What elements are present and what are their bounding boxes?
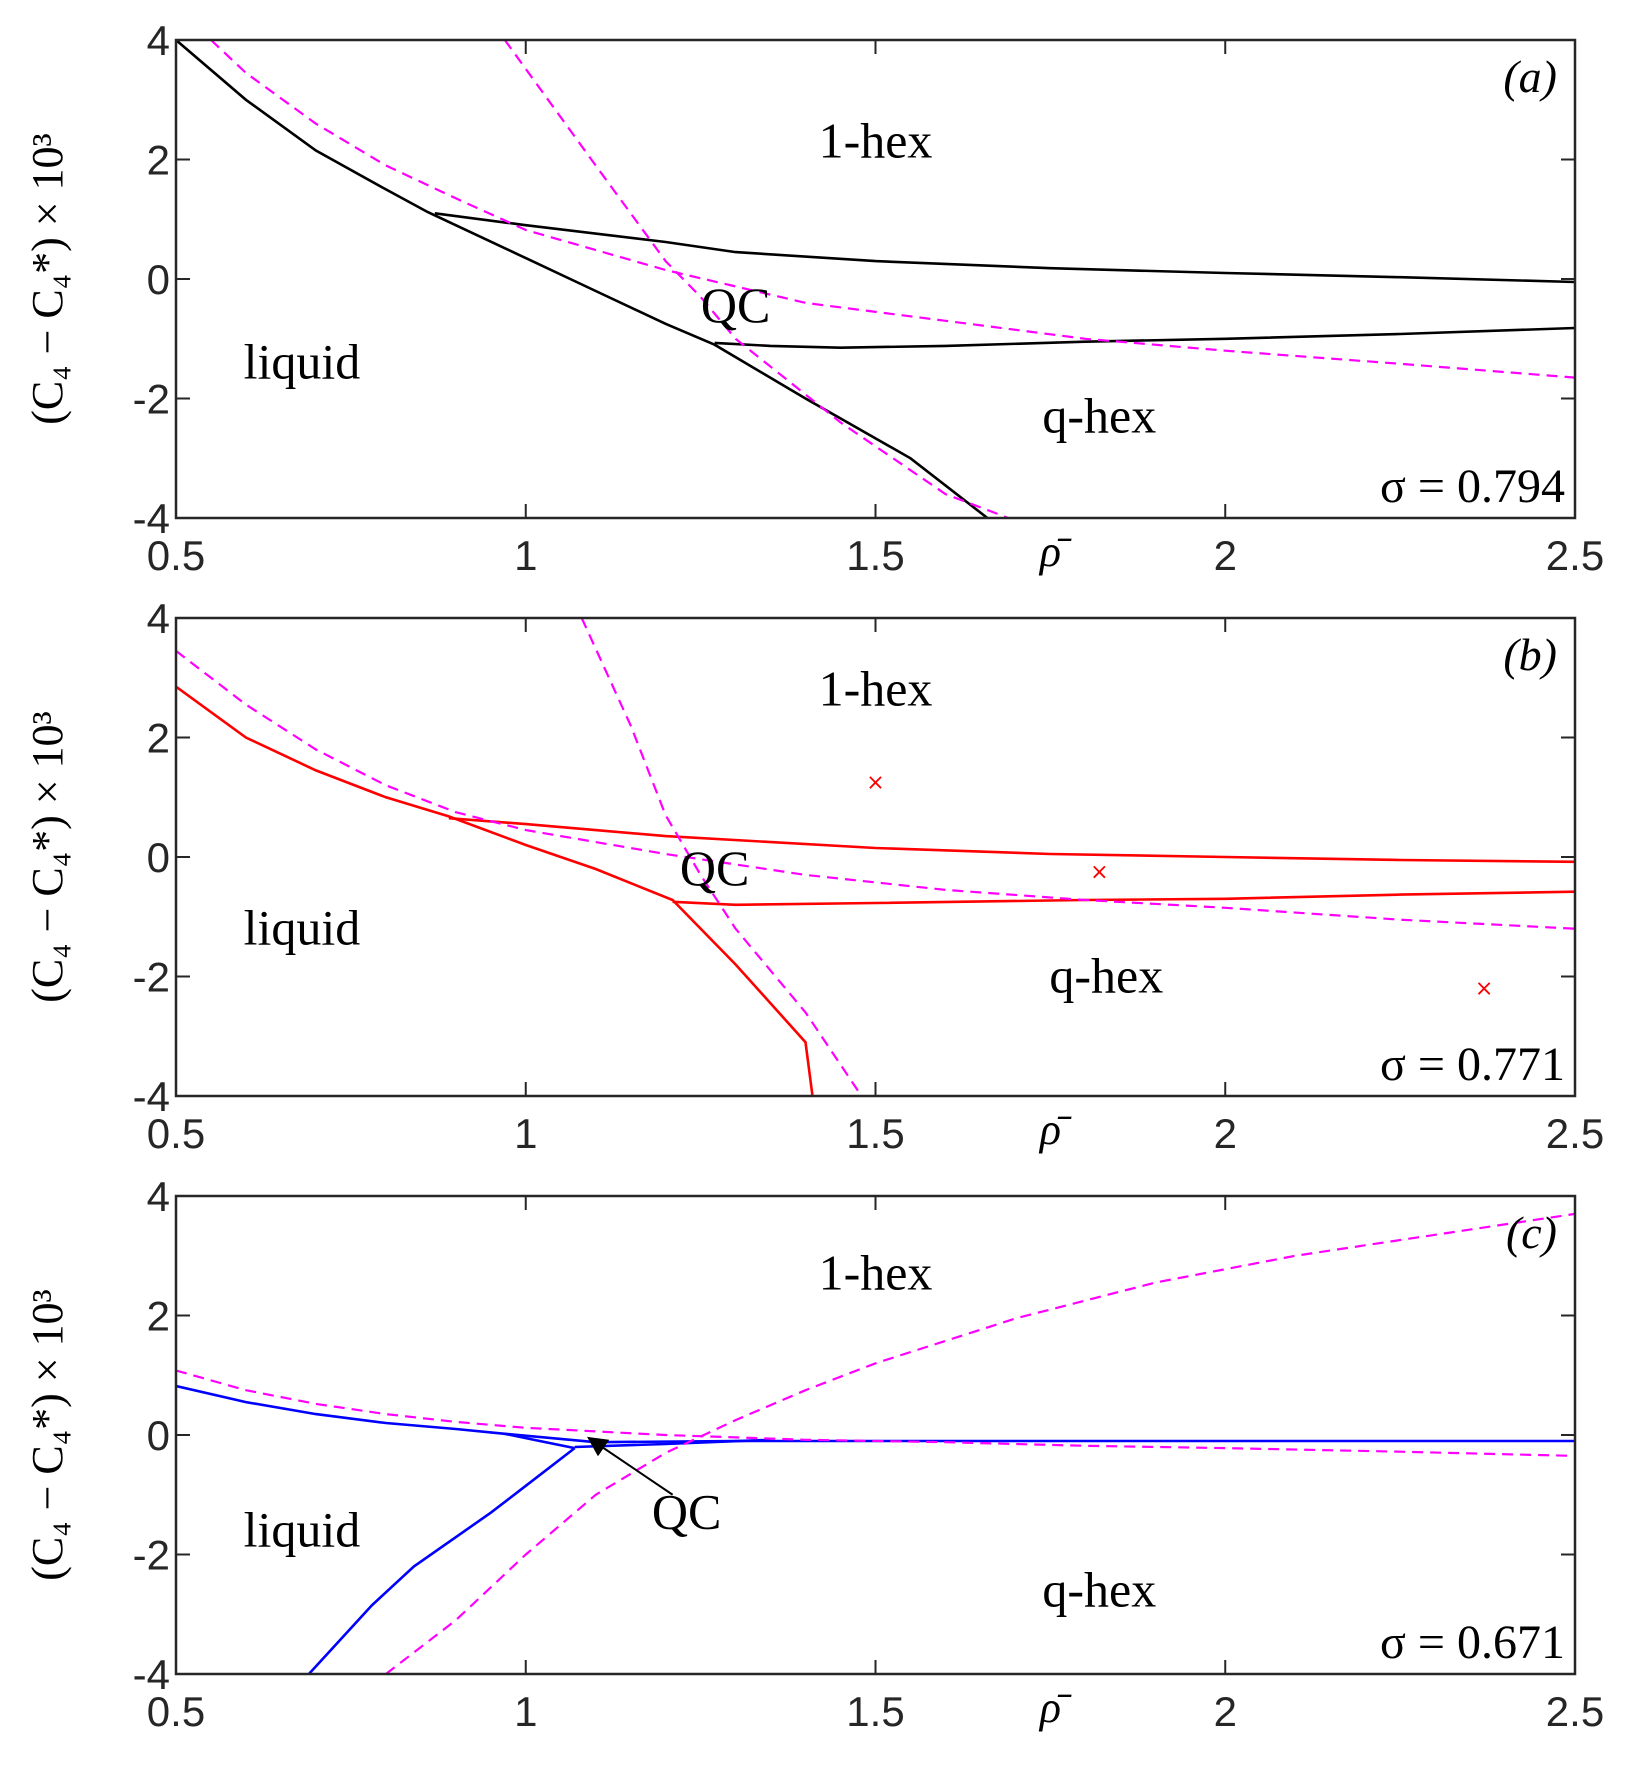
series-line-3 (503, 40, 1009, 518)
y-axis-label: (C₄ − C₄*) × 10³ (23, 133, 72, 425)
x-tick-label: 2 (1214, 1110, 1237, 1157)
x-tick-label: 2.5 (1546, 1110, 1604, 1157)
panel-c: 0.5 1 1.5 2 2.5 4 2 0 -2 -4 ρ̄ (C₄ − C₄*) × 10³ (c) σ… (23, 1173, 1604, 1735)
series-line-4 (210, 40, 1575, 379)
x-tick-label: 2 (1214, 532, 1237, 579)
series-line-3 (580, 618, 863, 1096)
y-tick-label: 0 (147, 256, 170, 303)
series-line-4 (176, 650, 1575, 930)
y-tick-label: -4 (133, 495, 170, 542)
x-tick-label: 1 (514, 1688, 537, 1735)
marker-cross: × (1475, 976, 1493, 1001)
region-label-liquid: liquid (244, 334, 361, 390)
panel-a: 0.5 1 1.5 2 2.5 4 2 0 -2 -4 ρ̄ (C₄ − C₄*) × 10³ (a) σ… (23, 17, 1604, 579)
panel-tag: (c) (1506, 1207, 1557, 1258)
y-tick-label: 4 (147, 595, 170, 642)
series-line-0 (176, 685, 814, 1096)
x-axis-label: ρ̄ (1038, 1683, 1072, 1732)
region-label-qc: QC (652, 1484, 721, 1540)
x-tick-label: 1.5 (846, 1688, 904, 1735)
series-line-5 (385, 1212, 1575, 1674)
y-tick-label: -2 (133, 954, 170, 1001)
sigma-label: σ = 0.671 (1380, 1616, 1565, 1669)
y-tick-label: 0 (147, 834, 170, 881)
y-tick-label: 2 (147, 137, 170, 184)
region-label-liquid: liquid (244, 900, 361, 956)
region-label-1-hex: 1-hex (819, 1245, 933, 1301)
x-tick-label: 1.5 (846, 532, 904, 579)
panel-tag: (a) (1503, 51, 1557, 102)
series-line-1 (448, 816, 1575, 864)
sigma-label: σ = 0.794 (1380, 460, 1565, 513)
x-tick-label: 0.5 (147, 1688, 205, 1735)
x-tick-label: 1 (514, 1110, 537, 1157)
panel-tag: (b) (1503, 629, 1557, 680)
series-line-1 (307, 1447, 576, 1674)
y-tick-label: -4 (133, 1651, 170, 1698)
series-line-0 (176, 1384, 575, 1450)
y-axis-label: (C₄ − C₄*) × 10³ (23, 711, 72, 1003)
x-tick-label: 2.5 (1546, 532, 1604, 579)
region-label-qc: QC (701, 277, 770, 333)
x-axis-label: ρ̄ (1038, 527, 1072, 576)
region-label-q-hex: q-hex (1049, 948, 1163, 1004)
x-axis-label: ρ̄ (1038, 1105, 1072, 1154)
region-label-q-hex: q-hex (1042, 1561, 1156, 1617)
x-tick-label: 1.5 (846, 1110, 904, 1157)
series-line-4 (176, 1369, 1575, 1457)
series-line-1 (434, 212, 1575, 284)
x-tick-label: 2.5 (1546, 1688, 1604, 1735)
x-tick-label: 0.5 (147, 1110, 205, 1157)
y-tick-label: -2 (133, 376, 170, 423)
x-tick-label: 1 (514, 532, 537, 579)
sigma-label: σ = 0.771 (1380, 1038, 1565, 1091)
y-axis-label: (C₄ − C₄*) × 10³ (23, 1289, 72, 1581)
y-tick-label: 0 (147, 1412, 170, 1459)
region-label-liquid: liquid (244, 1502, 361, 1558)
x-tick-label: 2 (1214, 1688, 1237, 1735)
y-tick-label: 4 (147, 1173, 170, 1220)
series-line-2 (714, 326, 1575, 350)
y-tick-label: 2 (147, 715, 170, 762)
marker-cross: × (866, 770, 884, 795)
x-tick-label: 0.5 (147, 532, 205, 579)
region-label-1-hex: 1-hex (819, 661, 933, 717)
panel-b: × × × 0.5 1 1.5 2 2.5 4 2 0 -2 -4 ρ̄ (C₄ − C₄*) × 10³ (… (23, 595, 1604, 1157)
region-label-q-hex: q-hex (1042, 387, 1156, 443)
y-tick-label: 4 (147, 17, 170, 64)
y-tick-label: 2 (147, 1293, 170, 1340)
region-label-1-hex: 1-hex (819, 113, 933, 169)
qc-arrow (587, 1436, 674, 1496)
marker-cross: × (1090, 860, 1108, 885)
region-label-qc: QC (680, 840, 749, 896)
y-tick-label: -4 (133, 1073, 170, 1120)
y-tick-label: -2 (133, 1532, 170, 1579)
